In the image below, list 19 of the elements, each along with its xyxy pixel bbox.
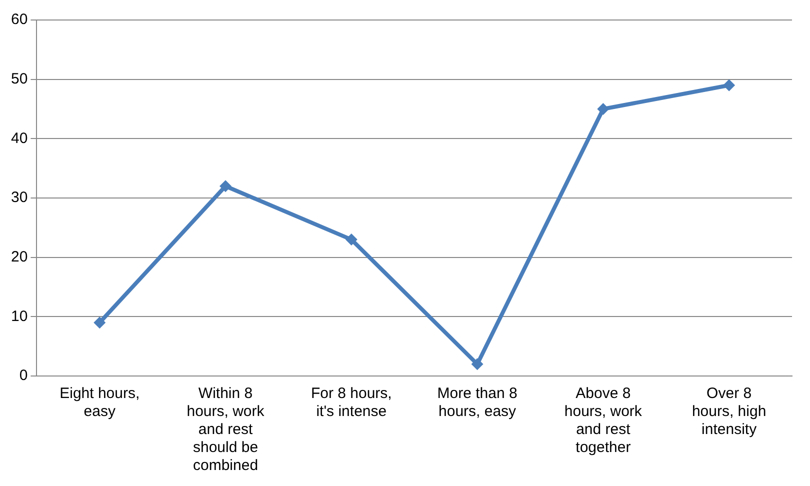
point (597, 103, 610, 115)
y-tick-label: 0 (19, 367, 28, 384)
x-tick-label: Within 8 hours, work and rest should be combined (186, 385, 265, 474)
point (723, 79, 736, 92)
y-tick-label: 40 (10, 130, 28, 147)
y-tick-label: 20 (10, 248, 28, 266)
x-tick-label: More than 8 hours, easy (437, 385, 518, 420)
y-tick-label: 30 (10, 189, 28, 206)
point (220, 180, 232, 192)
point (471, 358, 484, 370)
y-tick-label: 50 (10, 70, 28, 88)
point (345, 234, 358, 246)
x-tick-label: Above 8 hours, work and rest together (564, 385, 642, 456)
x-tick-label: For 8 hours, it's intense (310, 385, 392, 420)
y-tick-label: 10 (10, 308, 28, 325)
x-tick-label: Over 8 hours, high intensity (692, 385, 766, 438)
y-tick-label: 60 (10, 11, 28, 28)
point (94, 316, 106, 329)
x-tick-label: Eight hours, easy (60, 385, 140, 420)
